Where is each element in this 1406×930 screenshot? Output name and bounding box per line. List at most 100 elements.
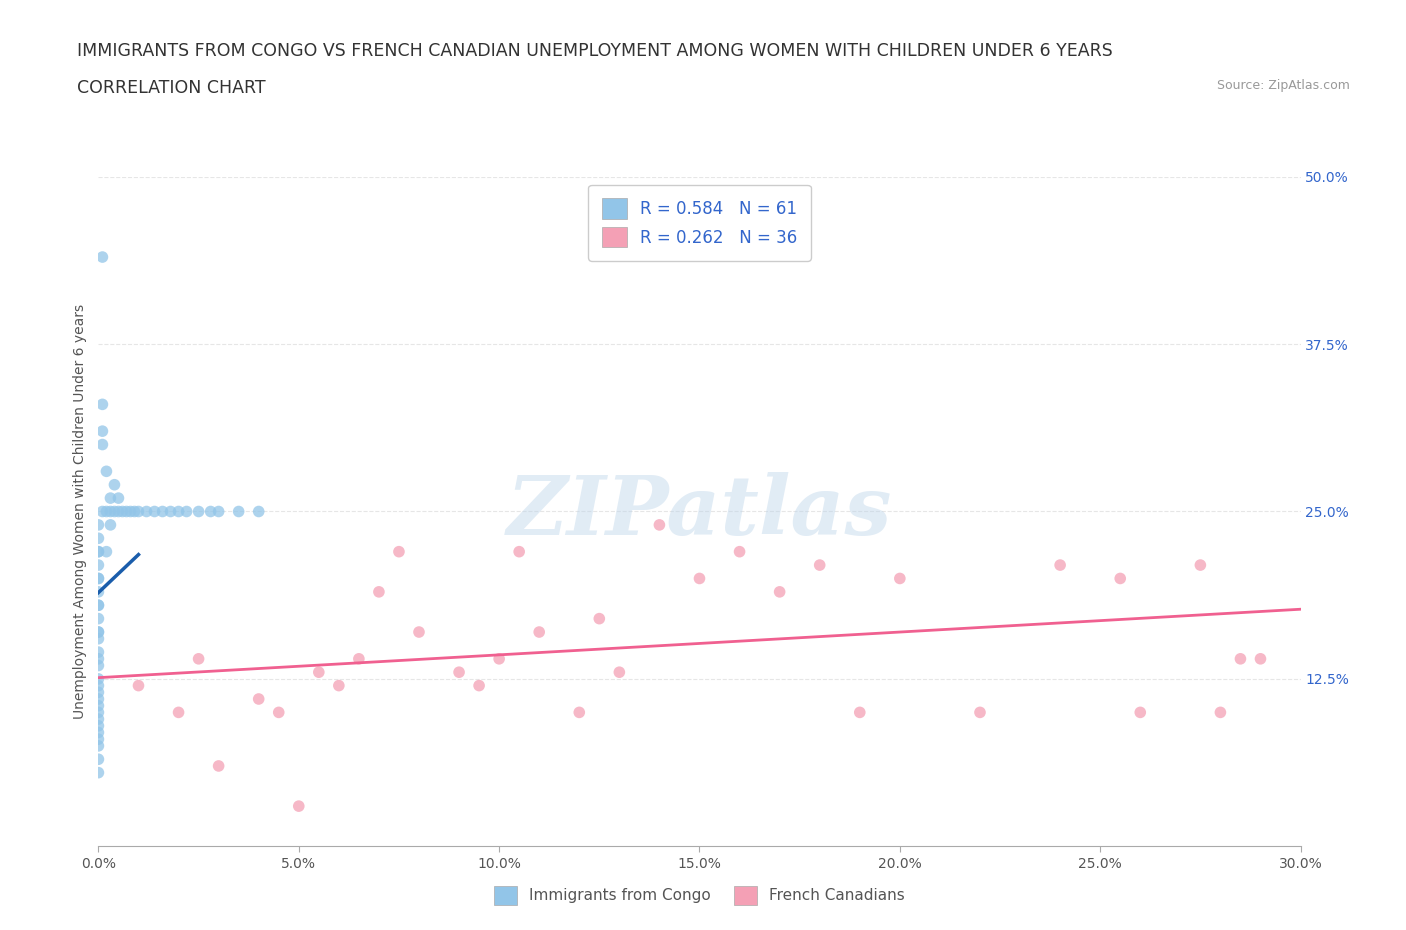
Point (208, 759, 231, 774)
Point (128, 678, 150, 693)
Point (87, 678, 110, 693)
Point (488, 651, 510, 666)
Point (100, 517, 122, 532)
Point (200, 504, 222, 519)
Text: CORRELATION CHART: CORRELATION CHART (77, 79, 266, 97)
Point (87, 558, 110, 573)
Point (1209, 705, 1232, 720)
Point (135, 504, 157, 519)
Point (167, 504, 190, 519)
Point (87, 684, 110, 699)
Point (91, 424, 114, 439)
Y-axis label: Unemployment Among Women with Children Under 6 years: Unemployment Among Women with Children U… (73, 304, 87, 719)
Point (176, 504, 198, 519)
Point (87, 718, 110, 733)
Point (1129, 705, 1152, 720)
Point (87, 571, 110, 586)
Point (468, 678, 491, 693)
Point (247, 692, 270, 707)
Point (107, 491, 129, 506)
Point (143, 504, 166, 519)
Point (103, 504, 125, 519)
Point (91, 397, 114, 412)
Point (728, 544, 751, 559)
Point (849, 705, 872, 720)
Point (267, 705, 290, 720)
Point (1109, 571, 1132, 586)
Point (87, 625, 110, 640)
Point (808, 558, 831, 573)
Point (111, 504, 134, 519)
Point (1189, 558, 1212, 573)
Point (87, 598, 110, 613)
Point (120, 504, 142, 519)
Point (87, 611, 110, 626)
Point (115, 504, 138, 519)
Point (87, 671, 110, 686)
Point (408, 625, 430, 640)
Point (96, 544, 118, 559)
Point (91, 437, 114, 452)
Point (648, 517, 671, 532)
Point (187, 504, 209, 519)
Point (87, 692, 110, 707)
Point (87, 531, 110, 546)
Point (388, 544, 411, 559)
Point (529, 625, 551, 640)
Point (508, 544, 530, 559)
Point (187, 651, 209, 666)
Text: Source: ZipAtlas.com: Source: ZipAtlas.com (1216, 79, 1350, 92)
Point (247, 504, 270, 519)
Point (87, 598, 110, 613)
Point (87, 738, 110, 753)
Point (87, 644, 110, 659)
Point (100, 504, 122, 519)
Point (87, 725, 110, 740)
Point (1229, 651, 1251, 666)
Point (87, 658, 110, 673)
Legend: Immigrants from Congo, French Canadians: Immigrants from Congo, French Canadians (486, 879, 912, 912)
Point (87, 705, 110, 720)
Point (588, 611, 610, 626)
Point (128, 504, 150, 519)
Point (1049, 558, 1071, 573)
Point (96, 464, 118, 479)
Point (87, 765, 110, 780)
Point (288, 799, 311, 814)
Point (969, 705, 991, 720)
Point (308, 665, 330, 680)
Point (124, 504, 146, 519)
Point (769, 584, 792, 599)
Point (96, 504, 118, 519)
Point (87, 544, 110, 559)
Point (87, 625, 110, 640)
Point (87, 631, 110, 646)
Point (689, 571, 711, 586)
Point (1250, 651, 1272, 666)
Point (87, 651, 110, 666)
Point (100, 491, 122, 506)
Point (91, 504, 114, 519)
Point (347, 651, 370, 666)
Point (87, 584, 110, 599)
Point (609, 665, 631, 680)
Point (152, 504, 174, 519)
Point (368, 584, 391, 599)
Point (107, 504, 129, 519)
Point (87, 732, 110, 747)
Point (159, 504, 181, 519)
Point (91, 249, 114, 264)
Point (87, 517, 110, 532)
Point (87, 751, 110, 766)
Point (103, 477, 125, 492)
Point (447, 665, 470, 680)
Point (167, 705, 190, 720)
Point (87, 698, 110, 713)
Text: ZIPatlas: ZIPatlas (506, 472, 893, 551)
Text: IMMIGRANTS FROM CONGO VS FRENCH CANADIAN UNEMPLOYMENT AMONG WOMEN WITH CHILDREN : IMMIGRANTS FROM CONGO VS FRENCH CANADIAN… (77, 42, 1114, 60)
Point (87, 571, 110, 586)
Point (87, 711, 110, 726)
Point (568, 705, 591, 720)
Point (228, 504, 250, 519)
Point (87, 544, 110, 559)
